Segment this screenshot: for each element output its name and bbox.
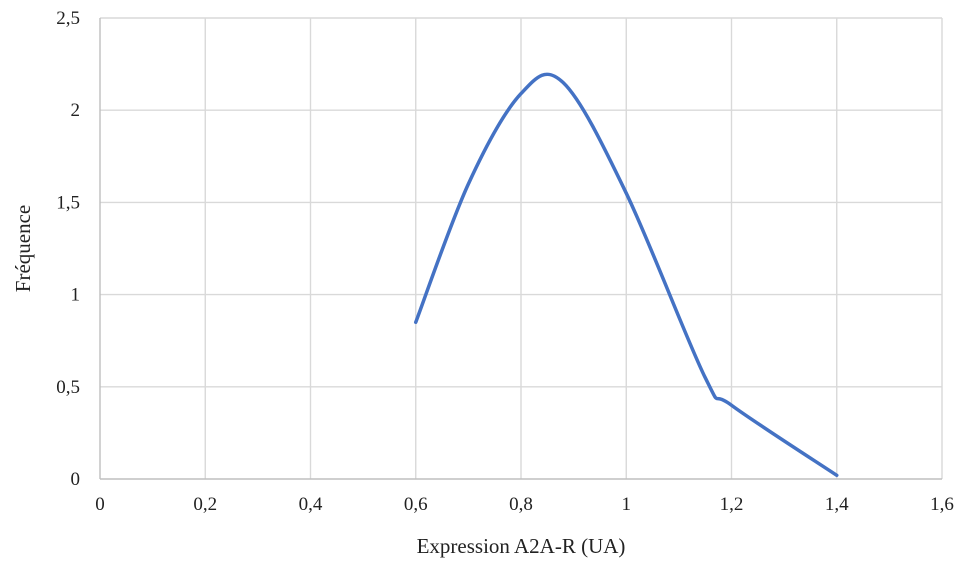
x-tick-label: 0,8 <box>509 494 533 515</box>
x-tick-label: 0,2 <box>193 494 217 515</box>
y-tick-label: 1 <box>71 285 81 306</box>
grid <box>100 17 943 479</box>
y-tick-label: 1,5 <box>56 192 80 213</box>
x-tick-label: 1,2 <box>720 494 744 515</box>
y-tick-label: 0 <box>71 469 81 490</box>
x-tick-label: 0,4 <box>299 494 323 515</box>
series-line <box>414 72 839 478</box>
x-tick-label: 0 <box>95 494 105 515</box>
axes <box>99 18 942 480</box>
y-tick-label: 0,5 <box>56 377 80 398</box>
x-tick-label: 1,4 <box>825 494 849 515</box>
x-tick-label: 1 <box>622 494 632 515</box>
y-tick-label: 2,5 <box>56 8 80 29</box>
x-axis-title: Expression A2A-R (UA) <box>417 534 626 558</box>
series-layer <box>414 72 839 478</box>
x-tick-label: 0,6 <box>404 494 428 515</box>
x-tick-label: 1,6 <box>930 494 954 515</box>
y-tick-label: 2 <box>71 100 81 121</box>
y-axis-title: Fréquence <box>11 205 35 292</box>
tick-labels: 0 0,2 0,4 0,6 0,8 1 1,2 1,4 1,6 0 0,5 1 1,5 2 2,5 <box>56 8 954 515</box>
